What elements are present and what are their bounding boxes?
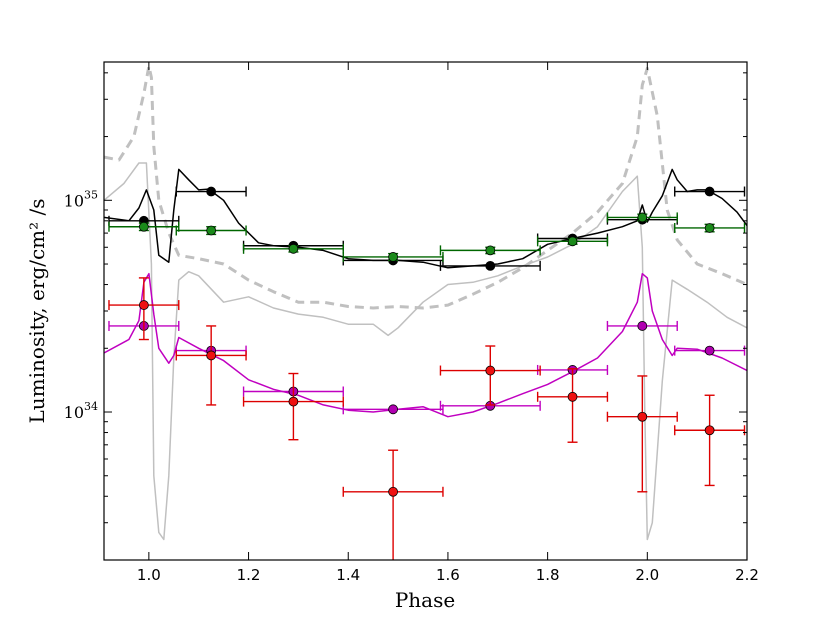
series-line-1 xyxy=(104,162,747,541)
data-point xyxy=(567,391,578,402)
data-point xyxy=(637,411,648,422)
x-tick-label: 1.8 xyxy=(536,566,560,584)
data-point xyxy=(388,252,399,262)
series-layer xyxy=(104,64,747,560)
y-tick-label: 1034 xyxy=(64,400,98,422)
data-point xyxy=(288,243,299,254)
data-point xyxy=(206,350,217,361)
data-point xyxy=(485,260,496,271)
data-point xyxy=(485,365,496,376)
data-point xyxy=(138,221,149,232)
x-tick-label: 1.0 xyxy=(137,566,161,584)
data-point xyxy=(288,396,299,407)
data-point xyxy=(206,225,217,236)
y-axis-label: Luminosity, erg/cm² /s xyxy=(25,199,49,424)
data-point xyxy=(704,345,715,356)
data-point xyxy=(388,404,399,415)
data-point xyxy=(704,223,715,233)
x-tick-label: 2.2 xyxy=(735,566,759,584)
series-errorbar-group-2 xyxy=(108,320,746,415)
series-errorbar-group-1 xyxy=(108,212,746,262)
data-point xyxy=(704,186,715,197)
data-point xyxy=(567,236,578,247)
x-axis-label: Phase xyxy=(395,588,455,612)
y-tick-label: 1035 xyxy=(64,188,98,210)
data-point xyxy=(388,486,399,497)
data-point xyxy=(485,245,496,256)
data-point xyxy=(704,425,715,436)
plot-frame xyxy=(103,61,748,561)
x-tick-label: 1.2 xyxy=(237,566,261,584)
series-line-3 xyxy=(104,272,747,418)
x-tick-label: 1.4 xyxy=(336,566,360,584)
series-errorbar-group-3 xyxy=(108,277,746,560)
data-point xyxy=(637,321,648,331)
ticks-layer: 1.0 1.2 1.4 1.6 1.8 2.0 2.2 1034 1035 xyxy=(64,62,759,584)
series-errorbar-group-0 xyxy=(108,186,746,271)
data-point xyxy=(138,300,149,310)
series-line-2 xyxy=(104,168,747,269)
data-point xyxy=(206,186,217,197)
data-point xyxy=(637,212,648,223)
x-tick-label: 1.6 xyxy=(436,566,460,584)
x-tick-label: 2.0 xyxy=(635,566,659,584)
series-line-0 xyxy=(104,64,747,310)
